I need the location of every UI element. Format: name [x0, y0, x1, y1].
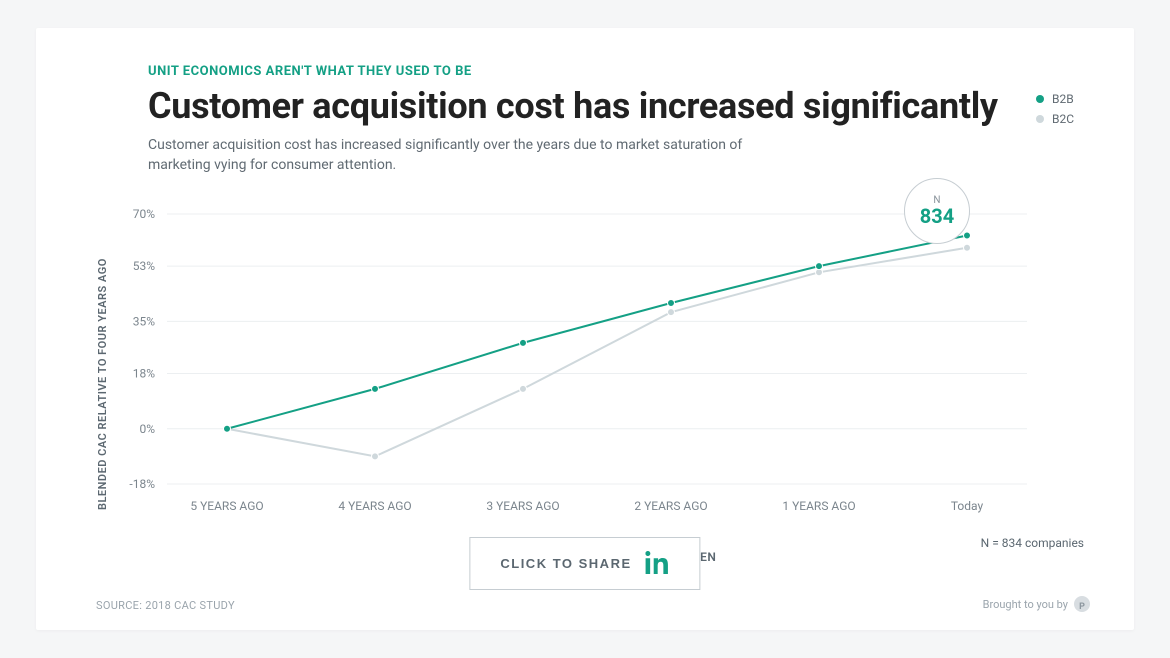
legend: B2B B2C: [1036, 92, 1074, 132]
headline-text: Customer acquisition cost has increased …: [148, 85, 1090, 127]
legend-dot-b2c: [1036, 115, 1044, 123]
svg-text:0%: 0%: [139, 421, 155, 435]
svg-text:1 YEARS AGO: 1 YEARS AGO: [782, 499, 855, 513]
svg-text:18%: 18%: [133, 366, 155, 380]
brand-logo-icon: P: [1074, 596, 1090, 612]
brought-by-label: Brought to you by: [983, 598, 1068, 611]
svg-text:35%: 35%: [133, 314, 155, 328]
svg-text:Today: Today: [951, 499, 984, 513]
svg-text:5 YEARS AGO: 5 YEARS AGO: [190, 499, 263, 513]
eyebrow-text: UNIT ECONOMICS AREN'T WHAT THEY USED TO …: [148, 64, 1090, 79]
linkedin-icon: [646, 550, 670, 577]
svg-text:53%: 53%: [133, 259, 155, 273]
legend-dot-b2b: [1036, 95, 1044, 103]
legend-item-b2c: B2C: [1036, 112, 1074, 126]
svg-text:4 YEARS AGO: 4 YEARS AGO: [338, 499, 411, 513]
chart-area: BLENDED CAC RELATIVE TO FOUR YEARS AGO N…: [96, 184, 1090, 544]
y-axis-label: BLENDED CAC RELATIVE TO FOUR YEARS AGO: [96, 184, 109, 544]
chart-card: UNIT ECONOMICS AREN'T WHAT THEY USED TO …: [36, 28, 1134, 630]
source-text: SOURCE: 2018 CAC STUDY: [96, 599, 235, 612]
svg-text:3 YEARS AGO: 3 YEARS AGO: [486, 499, 559, 513]
share-button-label: CLICK TO SHARE: [500, 556, 631, 571]
legend-label-b2c: B2C: [1052, 112, 1074, 126]
subhead-text: Customer acquisition cost has increased …: [148, 135, 768, 176]
legend-label-b2b: B2B: [1052, 92, 1074, 106]
svg-text:2 YEARS AGO: 2 YEARS AGO: [634, 499, 707, 513]
brought-by: Brought to you by P: [983, 596, 1090, 612]
legend-item-b2b: B2B: [1036, 92, 1074, 106]
n-badge: N 834: [904, 178, 970, 244]
line-chart-svg: -18% 0% 18% 35% 53% 70% 5 YEARS AGO 4 YEARS AGO…: [117, 184, 1037, 524]
plot: N 834 -18%0%18%35%53%70%5 YEARS AGO4 YEA…: [117, 184, 1090, 544]
svg-text:-18%: -18%: [129, 477, 155, 491]
svg-text:70%: 70%: [133, 207, 155, 221]
footnote-n: N = 834 companies: [981, 536, 1084, 550]
share-button[interactable]: CLICK TO SHARE: [469, 537, 700, 590]
n-badge-value: 834: [920, 206, 954, 226]
